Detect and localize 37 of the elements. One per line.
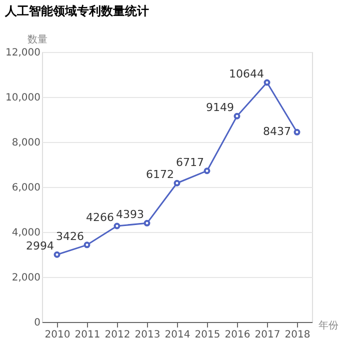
y-axis-title: 数量 — [28, 34, 48, 46]
y-tick-label: 2,000 — [12, 272, 40, 284]
y-tick-label: 4,000 — [12, 228, 40, 238]
y-tick-label: 8,000 — [12, 138, 40, 148]
point — [84, 242, 90, 248]
point — [144, 220, 150, 226]
data-label: 6172 — [146, 168, 174, 182]
data-label: 3426 — [56, 230, 84, 243]
data-label: 8437 — [263, 125, 291, 138]
data-label: 6717 — [176, 156, 204, 169]
y-tick-label: 12,000 — [6, 48, 40, 58]
point — [204, 168, 210, 174]
x-tick-label: 2018 — [284, 330, 310, 340]
data-label: 10644 — [229, 68, 264, 81]
x-tick-label: 2015 — [194, 330, 220, 340]
x-tick-label: 2013 — [134, 330, 160, 340]
point — [264, 79, 270, 86]
y-tick-label: 10,000 — [6, 92, 40, 104]
y-tick-label: 0 — [34, 318, 40, 328]
data-label: 4266 — [86, 211, 114, 224]
x-tick-label: 2011 — [74, 330, 100, 340]
x-tick-label: 2016 — [224, 330, 250, 340]
x-tick-label: 2014 — [164, 330, 190, 340]
x-tick-label: 2010 — [44, 330, 70, 340]
data-label: 9149 — [206, 101, 234, 114]
data-label: 2994 — [26, 240, 54, 253]
point — [114, 222, 120, 230]
point — [234, 112, 240, 120]
point — [54, 251, 60, 258]
x-tick-label: 2012 — [104, 330, 130, 340]
x-axis-title: 年份 — [318, 320, 338, 332]
x-tick-label: 2017 — [254, 330, 280, 340]
chart-title: 人工智能领域专利数量统计 — [4, 4, 150, 18]
point — [294, 128, 300, 136]
point — [174, 180, 180, 186]
y-tick-label: 6,000 — [12, 182, 40, 194]
data-label: 4393 — [116, 208, 144, 222]
